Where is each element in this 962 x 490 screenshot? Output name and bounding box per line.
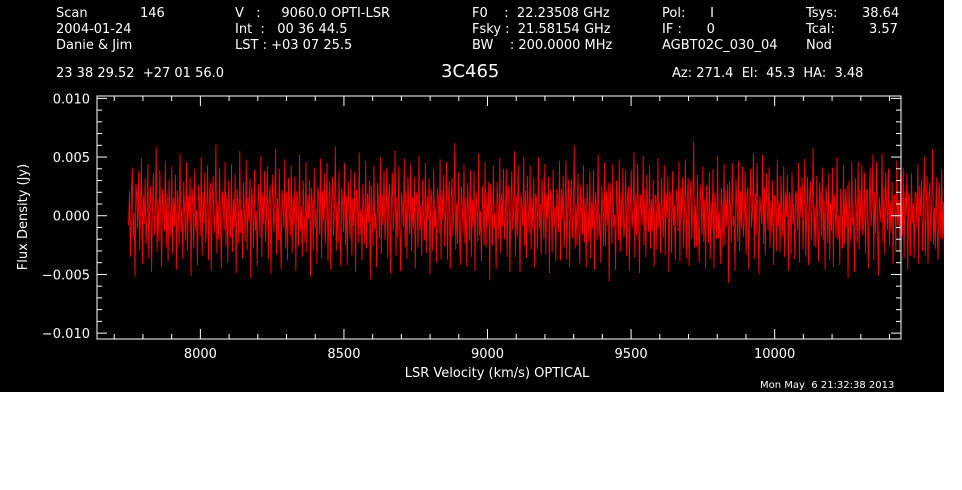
tcal-value: 3.57 xyxy=(869,22,898,37)
chart-title: 3C465 xyxy=(441,61,500,82)
y-tick-label: 0.010 xyxy=(53,92,90,107)
x-axis-label: LSR Velocity (km/s) OPTICAL xyxy=(405,366,590,381)
lst: LST : +03 07 25.5 xyxy=(235,38,353,53)
if-number: IF : 0 xyxy=(662,22,715,37)
observing-mode: Nod xyxy=(806,38,832,53)
x-tick-label: 10000 xyxy=(754,347,795,362)
y-tick-label: 0.005 xyxy=(53,151,90,166)
y-tick-label: −0.005 xyxy=(42,268,90,283)
pointing-info: Az: 271.4 El: 45.3 HA: 3.48 xyxy=(672,66,864,81)
observation-date: 2004-01-24 xyxy=(56,22,132,37)
y-tick-label: 0.000 xyxy=(53,210,90,225)
tcal-label: Tcal: xyxy=(806,22,835,37)
render-timestamp: Mon May 6 21:32:38 2013 xyxy=(760,380,895,391)
spectrum-chart: 8000 8500 9000 9500 10000 0.010 0.005 0.000 −0.0… xyxy=(16,92,944,381)
tsys-label: Tsys: xyxy=(806,6,838,21)
plot-panel: Scan 146 V : 9060.0 OPTI-LSR F0 : 22.235… xyxy=(0,0,944,392)
tsys-value: 38.64 xyxy=(862,6,900,21)
x-tick-label: 9500 xyxy=(615,347,648,362)
spectrum-trace-0 xyxy=(128,141,944,283)
project-id: AGBT02C_030_04 xyxy=(662,38,778,53)
x-tick-label: 8500 xyxy=(327,347,360,362)
source-coordinates: 23 38 29.52 +27 01 56.0 xyxy=(56,66,225,81)
observers: Danie & Jim xyxy=(56,38,133,53)
sky-frequency: Fsky : 21.58154 GHz xyxy=(472,22,611,37)
velocity-info: V : 9060.0 OPTI-LSR xyxy=(235,6,391,21)
x-tick-label: 8000 xyxy=(184,347,217,362)
rest-frequency: F0 : 22.23508 GHz xyxy=(472,6,610,21)
scan-label: Scan xyxy=(56,6,88,21)
polarization: Pol: I xyxy=(662,6,714,21)
integration-time: Int : 00 36 44.5 xyxy=(235,22,348,37)
scan-number: 146 xyxy=(140,6,165,21)
y-tick-label: −0.010 xyxy=(42,327,90,342)
plot-frame xyxy=(96,95,902,340)
bandwidth: BW : 200.0000 MHz xyxy=(472,38,613,53)
y-axis-label: Flux Density (Jy) xyxy=(16,164,31,270)
x-tick-label: 9000 xyxy=(471,347,504,362)
